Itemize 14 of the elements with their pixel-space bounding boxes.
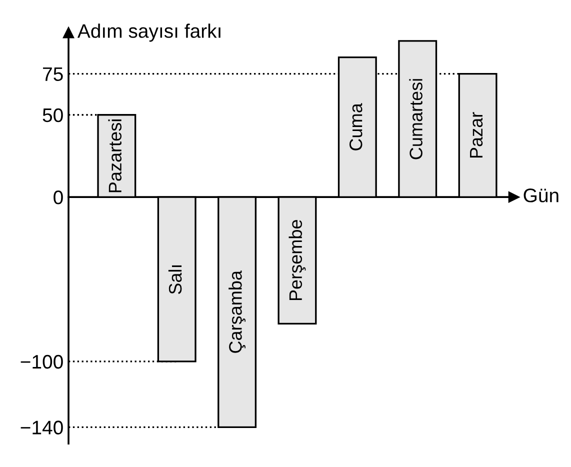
x-tick-label: Cumartesi (409, 79, 422, 160)
y-tick-label: 75 (43, 67, 63, 82)
y-tick-label: 50 (42, 108, 63, 122)
y-axis-title: Adım sayısı farkı (77, 24, 220, 42)
y-tick-label: 0 (54, 190, 63, 204)
x-tick-label: Perşembe (288, 220, 306, 300)
y-tick-label: −140 (20, 420, 63, 434)
x-tick-label: Pazar (470, 112, 483, 158)
x-tick-label: Cuma (349, 103, 362, 150)
x-axis-title: Gün (524, 188, 558, 202)
y-tick-label: −100 (20, 354, 63, 369)
x-tick-label: Çarşamba (228, 270, 246, 353)
x-tick-label: Salı (168, 265, 182, 294)
x-tick-label: Pazartesi (108, 120, 122, 192)
